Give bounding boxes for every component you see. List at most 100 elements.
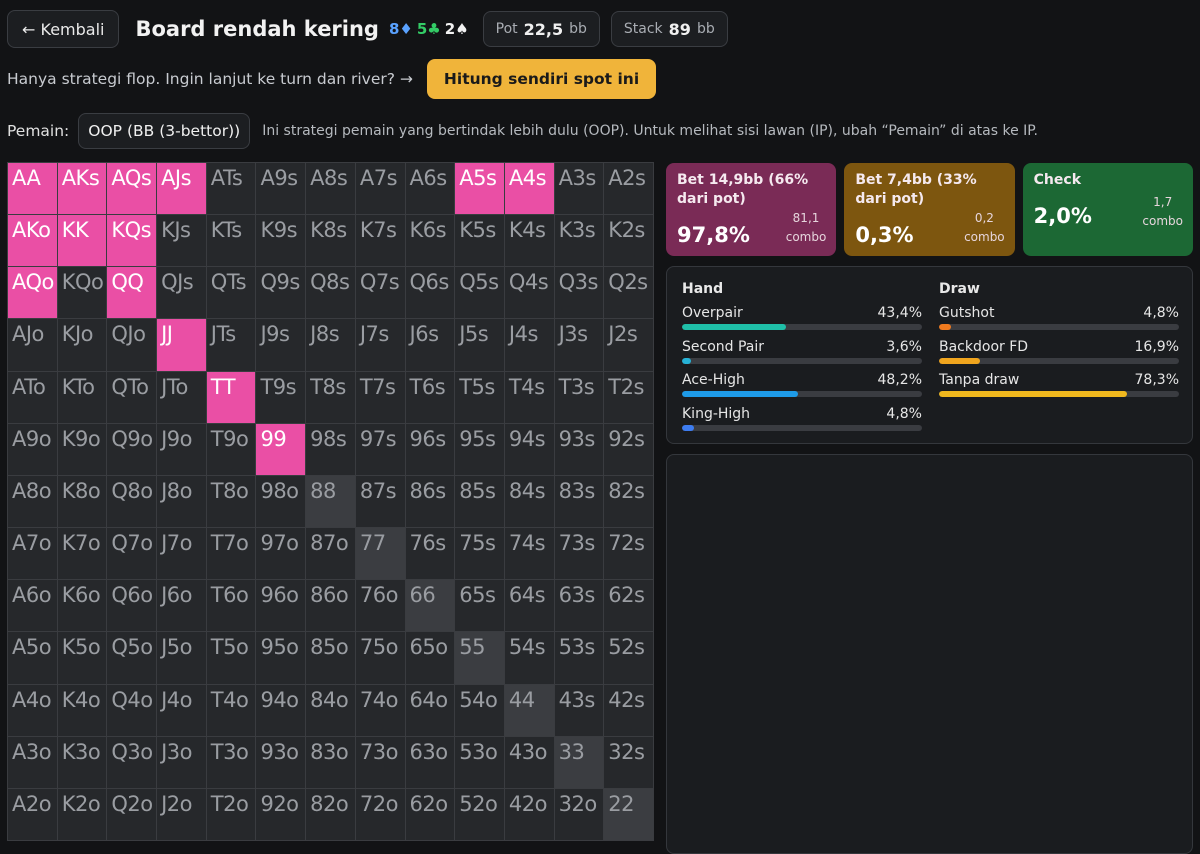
- hand-cell-A2s[interactable]: A2s: [604, 163, 653, 215]
- hand-cell-A9o[interactable]: A9o: [8, 423, 57, 475]
- hand-cell-T9o[interactable]: T9o: [206, 423, 256, 475]
- hand-cell-92s[interactable]: 92s: [604, 423, 653, 475]
- hand-cell-T4s[interactable]: T4s: [504, 371, 554, 423]
- hand-cell-T6o[interactable]: T6o: [206, 580, 256, 632]
- hand-cell-75s[interactable]: 75s: [455, 528, 504, 580]
- hand-cell-94s[interactable]: 94s: [504, 423, 554, 475]
- hand-cell-Q2s[interactable]: Q2s: [604, 267, 653, 319]
- hand-cell-J8o[interactable]: J8o: [157, 475, 206, 528]
- hand-cell-62o[interactable]: 62o: [405, 788, 455, 840]
- hand-cell-64s[interactable]: 64s: [504, 580, 554, 632]
- hand-cell-72o[interactable]: 72o: [355, 788, 405, 840]
- hand-cell-75o[interactable]: 75o: [355, 632, 405, 684]
- hand-cell-87s[interactable]: 87s: [355, 475, 405, 528]
- hand-cell-A8o[interactable]: A8o: [8, 475, 57, 528]
- hand-cell-J3s[interactable]: J3s: [554, 319, 604, 371]
- hand-cell-53s[interactable]: 53s: [554, 632, 604, 684]
- hand-cell-84o[interactable]: 84o: [306, 684, 355, 736]
- hand-cell-A3s[interactable]: A3s: [554, 163, 604, 215]
- hand-cell-96s[interactable]: 96s: [405, 423, 455, 475]
- hand-cell-74s[interactable]: 74s: [504, 528, 554, 580]
- hand-cell-94o[interactable]: 94o: [256, 684, 306, 736]
- hand-cell-K9o[interactable]: K9o: [57, 423, 107, 475]
- hand-cell-73s[interactable]: 73s: [554, 528, 604, 580]
- hand-cell-A7s[interactable]: A7s: [355, 163, 405, 215]
- hand-cell-T7s[interactable]: T7s: [355, 371, 405, 423]
- hand-cell-T7o[interactable]: T7o: [206, 528, 256, 580]
- hand-cell-74o[interactable]: 74o: [355, 684, 405, 736]
- hand-cell-Q3o[interactable]: Q3o: [107, 736, 157, 788]
- hand-cell-J9o[interactable]: J9o: [157, 423, 206, 475]
- hand-cell-J6s[interactable]: J6s: [405, 319, 455, 371]
- hand-cell-AQo[interactable]: AQo: [8, 267, 57, 319]
- hand-cell-JJ[interactable]: JJ: [157, 319, 206, 371]
- hand-cell-KJs[interactable]: KJs: [157, 215, 206, 267]
- hand-cell-QJs[interactable]: QJs: [157, 267, 206, 319]
- hand-cell-98o[interactable]: 98o: [256, 475, 306, 528]
- hand-cell-AKs[interactable]: AKs: [57, 163, 107, 215]
- hand-cell-66[interactable]: 66: [405, 580, 455, 632]
- hand-cell-J5s[interactable]: J5s: [455, 319, 504, 371]
- hand-cell-53o[interactable]: 53o: [455, 736, 504, 788]
- hand-cell-76s[interactable]: 76s: [405, 528, 455, 580]
- action-card-check[interactable]: Check 1,7 combo 2,0%: [1022, 163, 1193, 256]
- hand-cell-T8o[interactable]: T8o: [206, 475, 256, 528]
- hand-cell-J2s[interactable]: J2s: [604, 319, 653, 371]
- hand-cell-QTs[interactable]: QTs: [206, 267, 256, 319]
- calculate-spot-button[interactable]: Hitung sendiri spot ini: [426, 59, 657, 99]
- hand-cell-KTs[interactable]: KTs: [206, 215, 256, 267]
- hand-cell-82s[interactable]: 82s: [604, 475, 653, 528]
- hand-cell-Q7s[interactable]: Q7s: [355, 267, 405, 319]
- hand-cell-A8s[interactable]: A8s: [306, 163, 355, 215]
- hand-cell-64o[interactable]: 64o: [405, 684, 455, 736]
- hand-cell-Q5o[interactable]: Q5o: [107, 632, 157, 684]
- hand-cell-93s[interactable]: 93s: [554, 423, 604, 475]
- hand-cell-A6s[interactable]: A6s: [405, 163, 455, 215]
- hand-cell-82o[interactable]: 82o: [306, 788, 355, 840]
- hand-cell-QQ[interactable]: QQ: [107, 267, 157, 319]
- hand-cell-54o[interactable]: 54o: [455, 684, 504, 736]
- hand-cell-62s[interactable]: 62s: [604, 580, 653, 632]
- hand-cell-A9s[interactable]: A9s: [256, 163, 306, 215]
- hand-cell-73o[interactable]: 73o: [355, 736, 405, 788]
- hand-cell-88[interactable]: 88: [306, 475, 355, 528]
- hand-cell-T9s[interactable]: T9s: [256, 371, 306, 423]
- hand-cell-63o[interactable]: 63o: [405, 736, 455, 788]
- hand-cell-K9s[interactable]: K9s: [256, 215, 306, 267]
- hand-cell-Q8o[interactable]: Q8o: [107, 475, 157, 528]
- hand-cell-Q7o[interactable]: Q7o: [107, 528, 157, 580]
- hand-cell-K8o[interactable]: K8o: [57, 475, 107, 528]
- hand-cell-33[interactable]: 33: [554, 736, 604, 788]
- hand-cell-K4s[interactable]: K4s: [504, 215, 554, 267]
- hand-cell-T2o[interactable]: T2o: [206, 788, 256, 840]
- hand-cell-85o[interactable]: 85o: [306, 632, 355, 684]
- hand-cell-T8s[interactable]: T8s: [306, 371, 355, 423]
- hand-cell-K3s[interactable]: K3s: [554, 215, 604, 267]
- hand-cell-K2o[interactable]: K2o: [57, 788, 107, 840]
- hand-cell-QTo[interactable]: QTo: [107, 371, 157, 423]
- hand-cell-J7o[interactable]: J7o: [157, 528, 206, 580]
- hand-cell-K5s[interactable]: K5s: [455, 215, 504, 267]
- hand-cell-Q3s[interactable]: Q3s: [554, 267, 604, 319]
- hand-cell-A5o[interactable]: A5o: [8, 632, 57, 684]
- hand-cell-97s[interactable]: 97s: [355, 423, 405, 475]
- hand-cell-K6o[interactable]: K6o: [57, 580, 107, 632]
- player-select[interactable]: OOP (BB (3-bettor)): [78, 113, 251, 149]
- hand-cell-42s[interactable]: 42s: [604, 684, 653, 736]
- hand-cell-K7s[interactable]: K7s: [355, 215, 405, 267]
- hand-cell-Q6o[interactable]: Q6o: [107, 580, 157, 632]
- hand-cell-83o[interactable]: 83o: [306, 736, 355, 788]
- hand-cell-Q9o[interactable]: Q9o: [107, 423, 157, 475]
- hand-cell-ATo[interactable]: ATo: [8, 371, 57, 423]
- hand-cell-54s[interactable]: 54s: [504, 632, 554, 684]
- hand-cell-44[interactable]: 44: [504, 684, 554, 736]
- hand-cell-86s[interactable]: 86s: [405, 475, 455, 528]
- hand-cell-AJo[interactable]: AJo: [8, 319, 57, 371]
- hand-cell-KQo[interactable]: KQo: [57, 267, 107, 319]
- hand-cell-T6s[interactable]: T6s: [405, 371, 455, 423]
- hand-cell-22[interactable]: 22: [604, 788, 653, 840]
- hand-cell-92o[interactable]: 92o: [256, 788, 306, 840]
- action-card-bet33[interactable]: Bet 7,4bb (33% dari pot) 0,2 combo 0,3%: [844, 163, 1015, 256]
- hand-cell-42o[interactable]: 42o: [504, 788, 554, 840]
- hand-cell-J6o[interactable]: J6o: [157, 580, 206, 632]
